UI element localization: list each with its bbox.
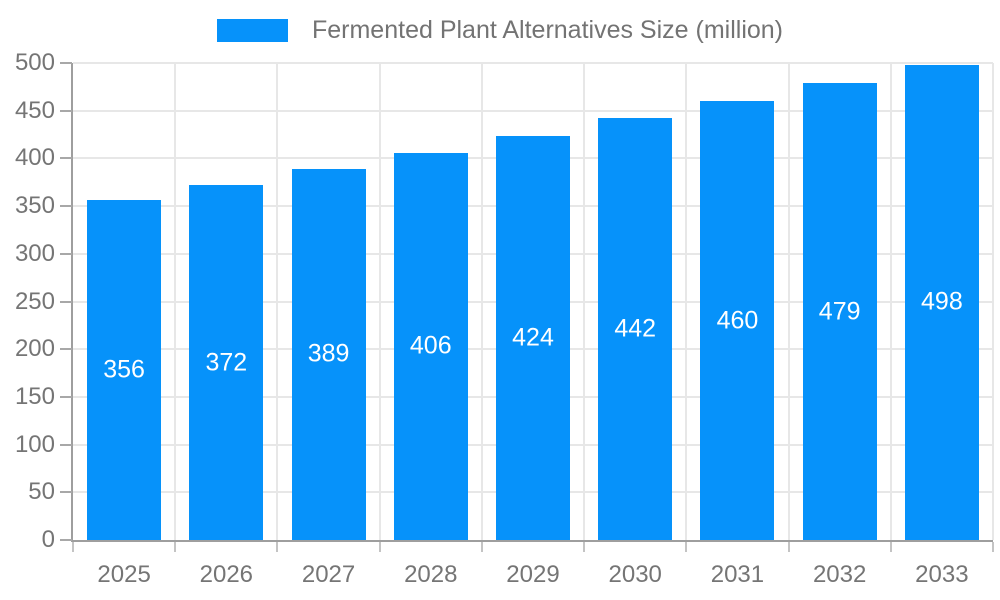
x-axis-tick-label: 2033 bbox=[915, 561, 969, 588]
plot-area: 356 372 389 406 424 442 460 479 498 bbox=[71, 62, 994, 542]
x-axis-tick bbox=[583, 542, 586, 552]
bar-2027: 389 bbox=[291, 168, 366, 540]
legend-swatch bbox=[216, 19, 288, 42]
y-axis-tick bbox=[60, 491, 72, 494]
y-axis-tick bbox=[60, 109, 72, 112]
x-axis-tick-label: 2032 bbox=[812, 561, 867, 588]
gridline-vertical bbox=[787, 63, 790, 540]
bar-2029: 424 bbox=[496, 135, 570, 540]
x-axis-tick-label: 2028 bbox=[404, 561, 458, 588]
bar-value-label: 356 bbox=[103, 355, 145, 384]
x-axis-tick-label: 2030 bbox=[608, 561, 662, 588]
x-axis-tick-label: 2025 bbox=[97, 561, 151, 588]
y-axis-tick-label: 150 bbox=[14, 382, 55, 410]
gridline-vertical bbox=[685, 63, 688, 540]
bar-2031: 460 bbox=[700, 101, 775, 540]
y-axis-tick-label: 50 bbox=[28, 478, 55, 506]
x-axis-tick bbox=[378, 542, 381, 552]
legend-label: Fermented Plant Alternatives Size (milli… bbox=[311, 16, 784, 44]
x-axis-tick bbox=[276, 542, 279, 552]
bar-value-label: 460 bbox=[716, 306, 759, 335]
bar-2033: 498 bbox=[904, 64, 979, 540]
y-axis-tick bbox=[60, 443, 72, 446]
legend[interactable]: Fermented Plant Alternatives Size (milli… bbox=[0, 16, 1000, 45]
y-axis-tick-label: 500 bbox=[14, 49, 55, 76]
gridline-vertical bbox=[378, 63, 381, 540]
x-axis-tick bbox=[889, 542, 892, 552]
y-axis-tick bbox=[60, 395, 72, 398]
x-axis-tick bbox=[72, 542, 74, 552]
bar-2030: 442 bbox=[598, 118, 673, 540]
gridline-vertical bbox=[583, 63, 586, 540]
y-axis-tick bbox=[60, 157, 72, 160]
bar-value-label: 479 bbox=[818, 297, 861, 326]
x-axis-tick-label: 2031 bbox=[710, 561, 765, 588]
x-axis-tick bbox=[685, 542, 688, 552]
gridline-vertical bbox=[480, 63, 483, 540]
gridline-horizontal bbox=[73, 62, 993, 64]
bar-value-label: 424 bbox=[512, 323, 554, 352]
bar-value-label: 372 bbox=[205, 348, 248, 377]
gridline-vertical bbox=[889, 63, 892, 540]
y-axis-tick-label: 300 bbox=[14, 239, 55, 267]
x-axis-tick-label: 2027 bbox=[301, 561, 356, 588]
y-axis-tick-label: 200 bbox=[14, 335, 55, 363]
bar-value-label: 389 bbox=[307, 339, 350, 368]
gridline-horizontal bbox=[73, 109, 993, 112]
y-axis-tick-label: 0 bbox=[41, 526, 55, 553]
y-axis-tick-label: 350 bbox=[14, 192, 55, 220]
x-axis-tick-label: 2029 bbox=[506, 561, 560, 588]
y-axis-tick-label: 100 bbox=[14, 430, 55, 458]
y-axis-tick bbox=[60, 539, 72, 541]
y-axis-tick bbox=[60, 62, 72, 64]
y-axis-tick-label: 400 bbox=[14, 144, 55, 172]
x-axis-tick-label: 2026 bbox=[199, 561, 254, 588]
x-axis-tick bbox=[480, 542, 483, 552]
bar-2025: 356 bbox=[87, 200, 162, 540]
bar-2028: 406 bbox=[393, 152, 468, 540]
x-axis-tick bbox=[174, 542, 177, 552]
y-axis-tick-label: 450 bbox=[14, 96, 55, 124]
x-axis-tick bbox=[992, 542, 994, 552]
gridline-vertical bbox=[174, 63, 177, 540]
y-axis-tick bbox=[60, 300, 72, 303]
bar-2026: 372 bbox=[189, 185, 264, 540]
y-axis-tick-label: 250 bbox=[14, 287, 55, 315]
y-axis-tick bbox=[60, 348, 72, 351]
bar-2032: 479 bbox=[802, 83, 877, 540]
bar-value-label: 442 bbox=[614, 314, 657, 343]
x-axis-tick bbox=[787, 542, 790, 552]
bar-value-label: 406 bbox=[409, 331, 452, 360]
gridline-vertical bbox=[992, 63, 994, 540]
y-axis-tick bbox=[60, 205, 72, 208]
bar-value-label: 498 bbox=[921, 287, 963, 316]
y-axis-tick bbox=[60, 252, 72, 255]
gridline-vertical bbox=[276, 63, 279, 540]
